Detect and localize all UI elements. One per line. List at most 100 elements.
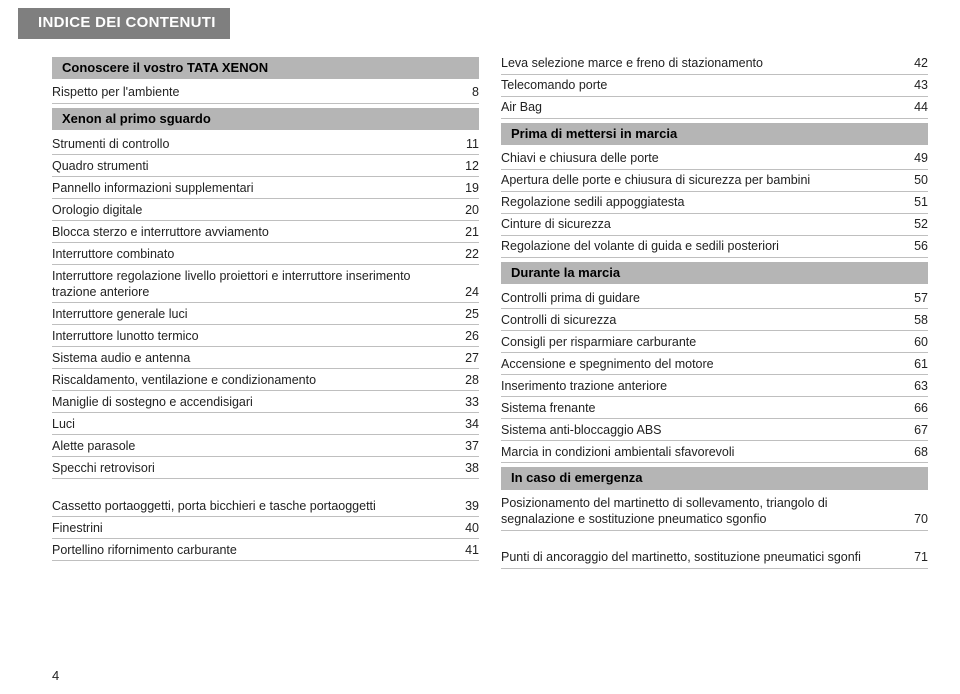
toc-entry-page: 52 (906, 217, 928, 233)
toc-entry-page: 63 (906, 379, 928, 395)
toc-entry-page: 37 (457, 439, 479, 455)
toc-row: Maniglie di sostegno e accendisigari 33 (52, 391, 479, 413)
toc-entry-label: Sistema audio e antenna (52, 351, 447, 367)
toc-row: Sistema frenante 66 (501, 397, 928, 419)
toc-entry-label: Maniglie di sostegno e accendisigari (52, 395, 447, 411)
toc-entry-page: 38 (457, 461, 479, 477)
toc-entry-label: Interruttore lunotto termico (52, 329, 447, 345)
toc-entry-label: Portellino rifornimento carburante (52, 543, 447, 559)
toc-row: Apertura delle porte e chiusura di sicur… (501, 170, 928, 192)
toc-entry-label: Leva selezione marce e freno di staziona… (501, 56, 896, 72)
toc-row: Sistema audio e antenna 27 (52, 347, 479, 369)
toc-entry-page: 41 (457, 543, 479, 559)
page-title: INDICE DEI CONTENUTI (18, 8, 230, 39)
toc-row: Rispetto per l'ambiente8 (52, 82, 479, 104)
toc-entry-label: Sistema anti-bloccaggio ABS (501, 423, 896, 439)
toc-column-right: Leva selezione marce e freno di staziona… (501, 53, 928, 569)
toc-section-heading: Conoscere il vostro TATA XENON (52, 57, 479, 79)
toc-row: Sistema anti-bloccaggio ABS 67 (501, 419, 928, 441)
toc-entry-label: Orologio digitale (52, 203, 447, 219)
toc-entry-label: Consigli per risparmiare carburante (501, 335, 896, 351)
toc-entry-label: Controlli di sicurezza (501, 313, 896, 329)
toc-row: Inserimento trazione anteriore 63 (501, 375, 928, 397)
toc-row: Regolazione del volante di guida e sedil… (501, 236, 928, 258)
toc-entry-page: 50 (906, 173, 928, 189)
toc-entry-page: 20 (457, 203, 479, 219)
toc-row: Interruttore lunotto termico 26 (52, 325, 479, 347)
toc-entry-label: Blocca sterzo e interruttore avviamento (52, 225, 447, 241)
toc-row: Interruttore combinato 22 (52, 243, 479, 265)
toc-row: Controlli di sicurezza 58 (501, 309, 928, 331)
toc-row: Air Bag 44 (501, 97, 928, 119)
toc-entry-page: 22 (457, 247, 479, 263)
toc-entry-label: Strumenti di controllo (52, 137, 447, 153)
toc-entry-page: 70 (906, 512, 928, 528)
toc-entry-label: Chiavi e chiusura delle porte (501, 151, 896, 167)
toc-entry-page: 57 (906, 291, 928, 307)
toc-entry-page: 56 (906, 239, 928, 255)
toc-entry-page: 49 (906, 151, 928, 167)
toc-row: Strumenti di controllo 11 (52, 133, 479, 155)
toc-entry-label: Marcia in condizioni ambientali sfavorev… (501, 445, 896, 461)
toc-entry-label: Pannello informazioni supplementari (52, 181, 447, 197)
document-page: INDICE DEI CONTENUTI Conoscere il vostro… (0, 0, 960, 694)
toc-entry-label: Regolazione sedili appoggiatesta (501, 195, 896, 211)
toc-entry-label: Finestrini (52, 521, 447, 537)
toc-entry-label: Posizionamento del martinetto di solleva… (501, 496, 896, 527)
toc-entry-page: 11 (457, 137, 479, 153)
toc-row: Specchi retrovisori 38 (52, 457, 479, 479)
toc-entry-page: 27 (457, 351, 479, 367)
toc-entry-page: 25 (457, 307, 479, 323)
toc-entry-label: Cinture di sicurezza (501, 217, 896, 233)
toc-entry-label: Interruttore combinato (52, 247, 447, 263)
toc-entry-label: Controlli prima di guidare (501, 291, 896, 307)
toc-entry-page: 34 (457, 417, 479, 433)
toc-entry-page: 66 (906, 401, 928, 417)
toc-row: Leva selezione marce e freno di staziona… (501, 53, 928, 75)
toc-entry-label: Air Bag (501, 100, 896, 116)
toc-entry-page: 40 (457, 521, 479, 537)
toc-row: Marcia in condizioni ambientali sfavorev… (501, 441, 928, 463)
page-number: 4 (52, 668, 59, 684)
toc-entry-label: Inserimento trazione anteriore (501, 379, 896, 395)
toc-row: Telecomando porte43 (501, 75, 928, 97)
toc-entry-label: Telecomando porte (501, 78, 896, 94)
toc-entry-page: 19 (457, 181, 479, 197)
toc-row: Interruttore generale luci 25 (52, 303, 479, 325)
toc-row: Accensione e spegnimento del motore61 (501, 353, 928, 375)
toc-entry-label: Quadro strumenti (52, 159, 447, 175)
toc-row: Posizionamento del martinetto di solleva… (501, 493, 928, 531)
toc-entry-label: Specchi retrovisori (52, 461, 447, 477)
toc-row: Cassetto portaoggetti, porta bicchieri e… (52, 479, 479, 517)
toc-entry-label: Riscaldamento, ventilazione e condiziona… (52, 373, 447, 389)
toc-row: Blocca sterzo e interruttore avviamento 2… (52, 221, 479, 243)
toc-entry-label: Sistema frenante (501, 401, 896, 417)
toc-entry-label: Interruttore generale luci (52, 307, 447, 323)
toc-section-heading: Durante la marcia (501, 262, 928, 284)
toc-entry-page: 42 (906, 56, 928, 72)
toc-entry-page: 44 (906, 100, 928, 116)
toc-entry-page: 71 (906, 550, 928, 566)
toc-entry-page: 26 (457, 329, 479, 345)
toc-entry-page: 12 (457, 159, 479, 175)
toc-row: Alette parasole37 (52, 435, 479, 457)
toc-row: Quadro strumenti 12 (52, 155, 479, 177)
toc-row: Controlli prima di guidare 57 (501, 287, 928, 309)
toc-row: Luci34 (52, 413, 479, 435)
toc-entry-page: 68 (906, 445, 928, 461)
toc-entry-page: 58 (906, 313, 928, 329)
toc-row: Interruttore regolazione livello proiett… (52, 265, 479, 303)
toc-columns: Conoscere il vostro TATA XENON Rispetto p… (0, 53, 960, 569)
toc-entry-label: Interruttore regolazione livello proiett… (52, 269, 447, 300)
toc-row: Portellino rifornimento carburante 41 (52, 539, 479, 561)
toc-column-left: Conoscere il vostro TATA XENON Rispetto p… (52, 53, 479, 569)
toc-entry-page: 33 (457, 395, 479, 411)
toc-row: Punti di ancoraggio del martinetto, sost… (501, 531, 928, 569)
toc-entry-page: 21 (457, 225, 479, 241)
toc-entry-page: 67 (906, 423, 928, 439)
toc-row: Riscaldamento, ventilazione e condiziona… (52, 369, 479, 391)
toc-row: Chiavi e chiusura delle porte 49 (501, 148, 928, 170)
toc-row: Consigli per risparmiare carburante 60 (501, 331, 928, 353)
toc-entry-label: Rispetto per l'ambiente (52, 85, 447, 101)
toc-entry-page: 60 (906, 335, 928, 351)
